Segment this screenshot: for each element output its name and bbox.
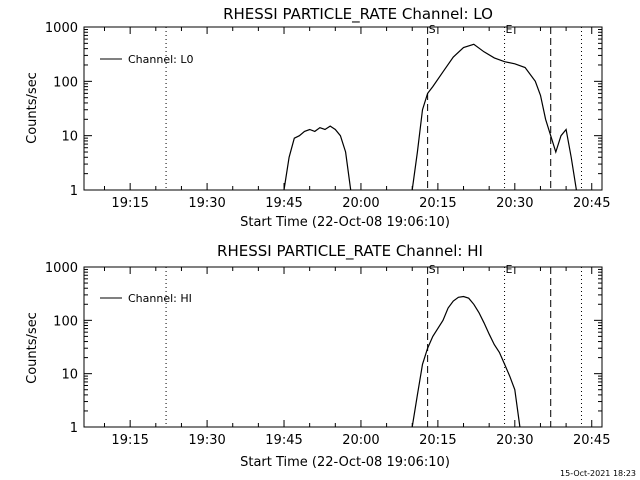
x-tick-label: 20:15: [419, 433, 456, 448]
x-tick-label: 20:45: [573, 196, 610, 211]
x-tick-label: 20:45: [573, 433, 610, 448]
x-tick-label: 19:30: [188, 196, 225, 211]
legend-label: Channel: L0: [128, 53, 194, 66]
x-tick-label: 20:30: [496, 196, 533, 211]
y-tick-label: 10: [61, 130, 78, 145]
plot-frame: [83, 266, 603, 428]
x-tick-label: 19:15: [111, 433, 148, 448]
x-tick-label: 19:45: [265, 433, 302, 448]
x-tick-label: 20:00: [342, 433, 379, 448]
chart-title: RHESSI PARTICLE_RATE Channel: LO: [223, 5, 493, 24]
chart-title: RHESSI PARTICLE_RATE Channel: HI: [217, 242, 483, 261]
footer-timestamp: 15-Oct-2021 18:23: [560, 469, 636, 478]
event-marker-label: S: [429, 23, 436, 36]
y-tick-label: 1000: [45, 21, 78, 36]
x-tick-label: 20:00: [342, 196, 379, 211]
x-tick-label: 20:30: [496, 433, 533, 448]
event-marker-label: E: [506, 263, 513, 276]
event-marker-label: E: [506, 23, 513, 36]
y-tick-label: 10: [61, 368, 78, 383]
series-line: [411, 295, 521, 428]
x-axis-label: Start Time (22-Oct-08 19:06:10): [240, 215, 450, 230]
event-marker-label: S: [429, 263, 436, 276]
y-axis-label: Counts/sec: [25, 312, 40, 384]
x-tick-label: 19:30: [188, 433, 225, 448]
y-axis-label: Counts/sec: [25, 72, 40, 144]
legend-label: Channel: HI: [128, 292, 192, 305]
x-tick-label: 19:45: [265, 196, 302, 211]
panel-hi: RHESSI PARTICLE_RATE Channel: HI Start T…: [25, 242, 610, 470]
y-tick-label: 1000: [45, 261, 78, 276]
x-tick-label: 19:15: [111, 196, 148, 211]
y-tick-label: 100: [53, 314, 78, 329]
plot-frame: [83, 26, 603, 191]
x-tick-label: 20:15: [419, 196, 456, 211]
y-tick-label: 100: [53, 75, 78, 90]
y-tick-label: 1: [70, 184, 78, 199]
series-line: [283, 43, 577, 191]
y-tick-label: 1: [70, 421, 78, 436]
panel-lo: RHESSI PARTICLE_RATE Channel: LO Start T…: [25, 5, 610, 230]
x-axis-label: Start Time (22-Oct-08 19:06:10): [240, 455, 450, 470]
